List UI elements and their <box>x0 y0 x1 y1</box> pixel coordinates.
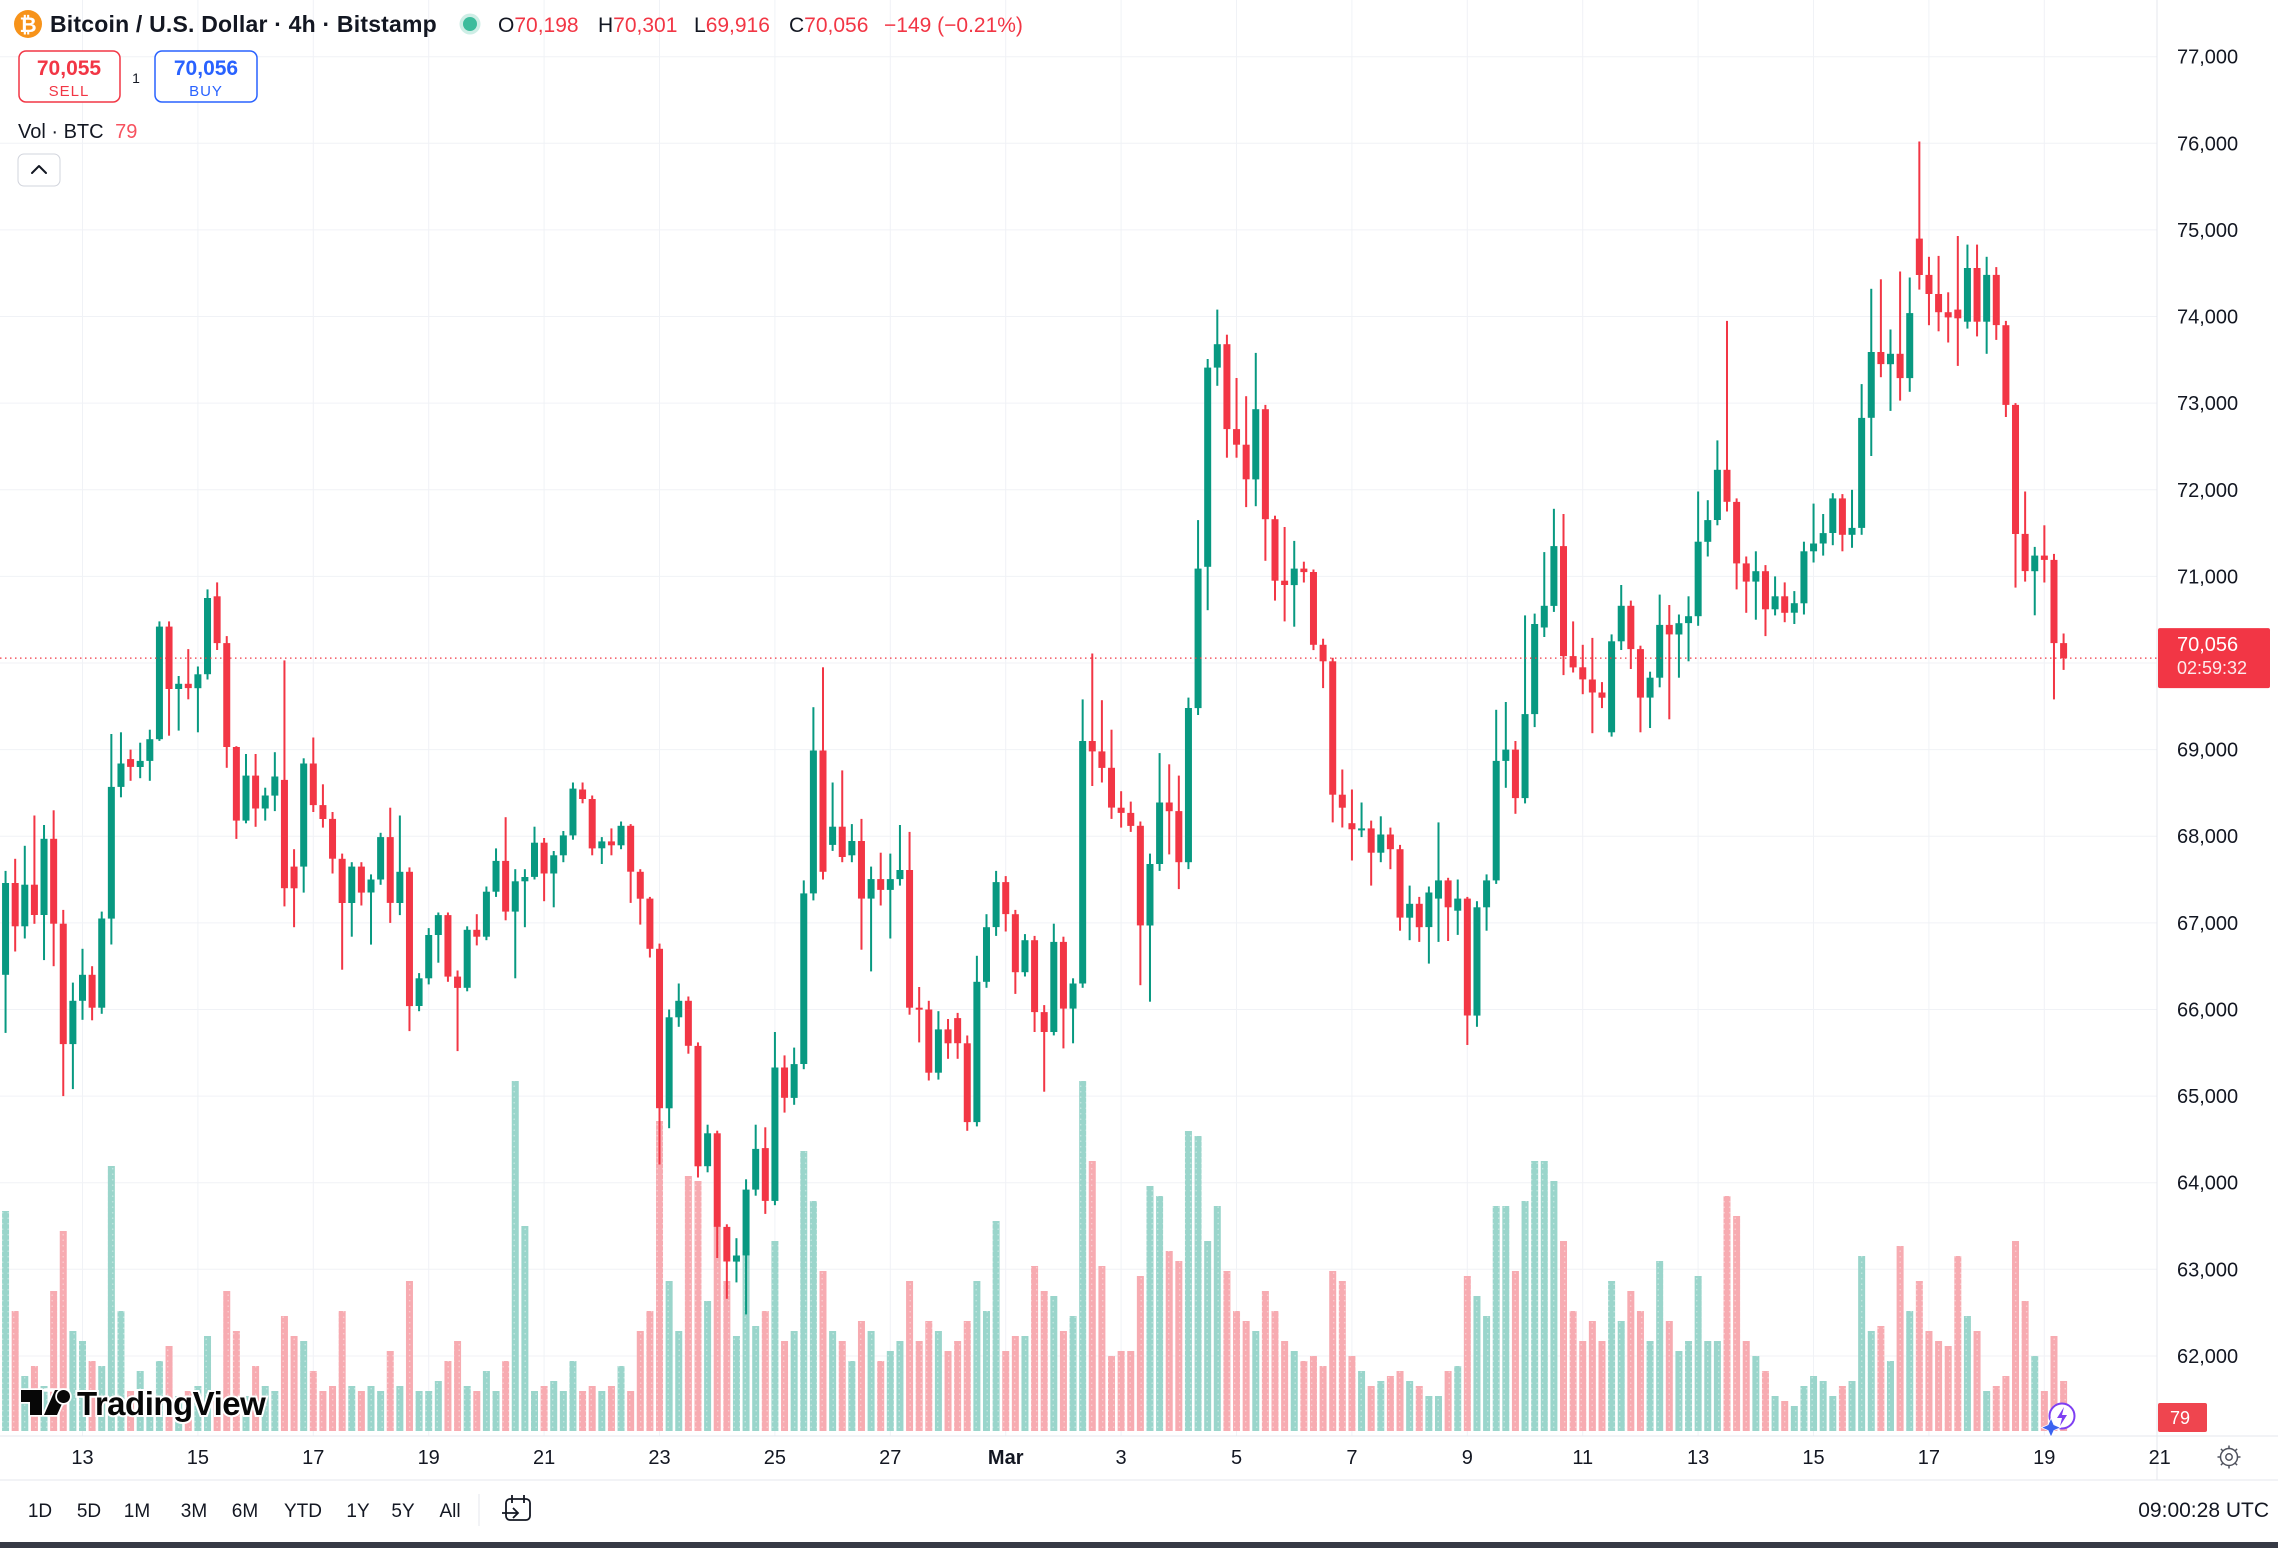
svg-text:68,000: 68,000 <box>2177 826 2238 848</box>
svg-text:O70,198: O70,198 <box>498 14 579 37</box>
svg-text:All: All <box>439 1501 460 1522</box>
svg-text:76,000: 76,000 <box>2177 133 2238 155</box>
svg-text:70,056: 70,056 <box>2177 634 2238 656</box>
svg-text:L69,916: L69,916 <box>694 14 770 37</box>
svg-text:66,000: 66,000 <box>2177 1000 2238 1022</box>
svg-text:27: 27 <box>879 1447 901 1469</box>
svg-text:TradingView: TradingView <box>77 1385 266 1422</box>
svg-text:C70,056: C70,056 <box>789 14 868 37</box>
svg-text:02:59:32: 02:59:32 <box>2177 658 2247 678</box>
svg-text:79: 79 <box>2170 1408 2190 1428</box>
svg-text:13: 13 <box>71 1447 93 1469</box>
svg-text:Vol · BTC 79: Vol · BTC 79 <box>18 121 137 143</box>
svg-text:63,000: 63,000 <box>2177 1259 2238 1281</box>
svg-text:5Y: 5Y <box>391 1501 415 1522</box>
svg-text:71,000: 71,000 <box>2177 566 2238 588</box>
svg-text:70,055: 70,055 <box>37 57 102 80</box>
svg-text:67,000: 67,000 <box>2177 913 2238 935</box>
svg-text:77,000: 77,000 <box>2177 47 2238 69</box>
svg-text:1D: 1D <box>28 1501 52 1522</box>
svg-text:69,000: 69,000 <box>2177 740 2238 762</box>
svg-text:09:00:28 UTC: 09:00:28 UTC <box>2138 1499 2269 1522</box>
svg-text:9: 9 <box>1462 1447 1473 1469</box>
svg-text:H70,301: H70,301 <box>598 14 677 37</box>
svg-text:19: 19 <box>418 1447 440 1469</box>
svg-text:5: 5 <box>1231 1447 1242 1469</box>
svg-text:Mar: Mar <box>988 1447 1024 1469</box>
svg-text:1M: 1M <box>124 1501 150 1522</box>
svg-text:1: 1 <box>132 70 140 86</box>
svg-text:21: 21 <box>2149 1447 2171 1469</box>
svg-text:17: 17 <box>302 1447 324 1469</box>
svg-text:72,000: 72,000 <box>2177 480 2238 502</box>
svg-text:17: 17 <box>1918 1447 1940 1469</box>
svg-text:Bitcoin / U.S. Dollar · 4h · B: Bitcoin / U.S. Dollar · 4h · Bitstamp <box>50 11 437 37</box>
svg-text:25: 25 <box>764 1447 786 1469</box>
svg-text:75,000: 75,000 <box>2177 220 2238 242</box>
svg-text:3M: 3M <box>181 1501 207 1522</box>
svg-text:13: 13 <box>1687 1447 1709 1469</box>
svg-text:70,056: 70,056 <box>174 57 238 80</box>
svg-text:YTD: YTD <box>284 1501 322 1522</box>
svg-text:73,000: 73,000 <box>2177 393 2238 415</box>
svg-text:5D: 5D <box>77 1501 101 1522</box>
svg-text:3: 3 <box>1116 1447 1127 1469</box>
svg-text:23: 23 <box>648 1447 670 1469</box>
svg-text:15: 15 <box>1802 1447 1824 1469</box>
svg-text:BUY: BUY <box>189 83 223 100</box>
svg-text:SELL: SELL <box>49 83 90 100</box>
svg-text:6M: 6M <box>232 1501 258 1522</box>
svg-text:1Y: 1Y <box>346 1501 370 1522</box>
svg-text:62,000: 62,000 <box>2177 1346 2238 1368</box>
svg-text:−149 (−0.21%): −149 (−0.21%) <box>884 14 1023 37</box>
svg-text:15: 15 <box>187 1447 209 1469</box>
svg-text:21: 21 <box>533 1447 555 1469</box>
svg-text:11: 11 <box>1572 1447 1593 1469</box>
svg-text:19: 19 <box>2033 1447 2055 1469</box>
svg-text:65,000: 65,000 <box>2177 1086 2238 1108</box>
svg-text:64,000: 64,000 <box>2177 1173 2238 1195</box>
svg-text:₿: ₿ <box>19 14 36 37</box>
svg-text:7: 7 <box>1346 1447 1357 1469</box>
svg-text:74,000: 74,000 <box>2177 307 2238 329</box>
